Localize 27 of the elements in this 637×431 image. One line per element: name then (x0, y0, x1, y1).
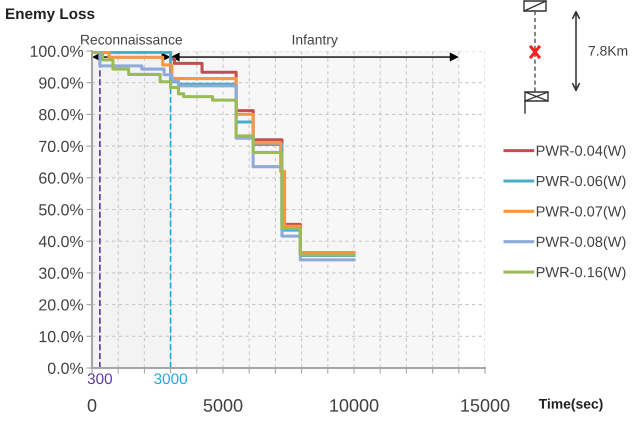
legend-label: PWR-0.16(W) (536, 266, 626, 280)
y-tick-label: 70.0% (39, 140, 84, 152)
y-tick-label: 60.0% (39, 172, 84, 184)
ref-line-label: 300 (88, 373, 112, 384)
y-tick-label: 20.0% (39, 299, 84, 311)
y-axis-title: Enemy Loss (6, 8, 94, 22)
x-tick-label: 5000 (204, 399, 242, 412)
y-tick-label: 100.0% (30, 46, 84, 57)
x-tick-label: 10000 (330, 399, 378, 412)
x-axis-title: Time(sec) (538, 398, 603, 412)
text: 7.8Km (588, 46, 628, 56)
y-tick-label: 30.0% (38, 268, 84, 279)
x-tick-label: 0 (88, 399, 96, 412)
legend-label: PWR-0.08(W) (536, 236, 626, 250)
y-tick-label: 90.0% (39, 77, 84, 89)
band-label: Reconnaissance (81, 34, 182, 45)
y-tick-label: 0.0% (48, 362, 84, 374)
y-tick-label: 80.0% (39, 109, 84, 120)
y-tick-label: 10.0% (40, 330, 84, 342)
y-tick-label: 50.0% (39, 204, 84, 216)
x-tick-label: 15000 (461, 399, 510, 412)
ref-line-label: 3000 (154, 373, 187, 384)
y-tick-label: 40.0% (38, 236, 84, 248)
band-label: Infantry (292, 34, 338, 48)
legend-label: PWR-0.07(W) (536, 206, 626, 220)
legend-label: PWR-0.04(W) (536, 145, 626, 159)
legend-label: PWR-0.06(W) (536, 176, 626, 190)
